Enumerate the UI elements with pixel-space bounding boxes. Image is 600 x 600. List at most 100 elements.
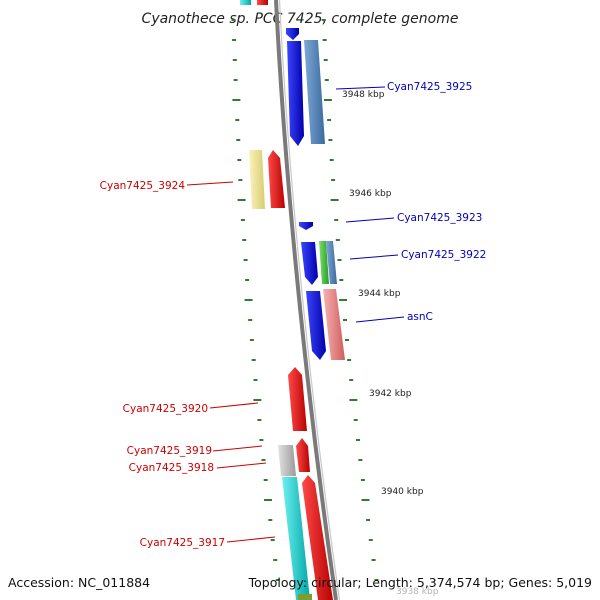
tick-dash-inner (244, 299, 253, 301)
gene-label-asnc: asnC (407, 311, 433, 323)
tick-dash-inner (236, 139, 241, 141)
gene-label-cyan7425-3917: Cyan7425_3917 (140, 537, 225, 549)
leader-cyan7425-3922 (349, 254, 399, 260)
gene-label-cyan7425-3918: Cyan7425_3918 (129, 462, 214, 474)
tick-dash-outer (343, 319, 347, 321)
tick-dash-outer (335, 239, 340, 241)
tick-dash-outer (339, 279, 344, 281)
tick-dash-outer (323, 59, 328, 61)
genome-summary-text: Topology: circular; Length: 5,374,574 bp… (248, 575, 592, 590)
tick-dash-inner (248, 319, 253, 321)
tick-dash-outer (353, 419, 358, 421)
tick-dash-outer (330, 199, 339, 201)
gene-cyan7425-3924 (268, 150, 285, 208)
tick-dash-inner (251, 359, 256, 361)
gene-cyan7425-3923 (299, 222, 313, 230)
gene-label-cyan7425-3919: Cyan7425_3919 (127, 445, 212, 457)
tick-dash-inner (237, 199, 246, 201)
leader-cyan7425-3919 (212, 445, 263, 452)
gene-cyan7425-3925 (287, 41, 304, 146)
tick-dash-inner (231, 19, 236, 21)
tick-dash-outer (366, 519, 371, 521)
tick-dash-inner (240, 219, 245, 221)
tick-dash-inner (270, 539, 275, 541)
gene-label-cyan7425-3923: Cyan7425_3923 (397, 212, 482, 224)
red-fragment (257, 0, 268, 5)
tick-dash-outer (328, 139, 333, 141)
tick-dash-outer (323, 99, 332, 101)
leader-cyan7425-3925 (335, 86, 386, 90)
tick-dash-outer (339, 299, 348, 301)
gene-label-cyan7425-3925: Cyan7425_3925 (387, 81, 472, 93)
leader-cyan7425-3924 (186, 181, 234, 186)
tick-dash-inner (237, 159, 242, 161)
feature-olive-fragment (298, 594, 312, 600)
tick-dash-inner (261, 459, 266, 461)
gene-label-cyan7425-3920: Cyan7425_3920 (123, 403, 208, 415)
tick-dash-inner (232, 99, 241, 101)
tick-dash-inner (232, 39, 237, 41)
feature-steelblue-3922 (326, 241, 337, 284)
tick-dash-inner (264, 499, 272, 501)
tick-dash-outer (347, 359, 352, 361)
gene-small-blue-top (286, 28, 299, 40)
tick-dash-inner (263, 479, 268, 481)
tick-dash-inner (253, 379, 258, 381)
tick-dash-outer (358, 459, 363, 461)
tick-dash-inner (259, 439, 264, 441)
tick-label-3942: 3942 kbp (369, 389, 412, 399)
tick-dash-outer (321, 19, 326, 21)
gene-cyan7425-3919 (296, 438, 310, 472)
tick-dash-inner (233, 79, 238, 81)
tick-dash-outer (349, 399, 358, 401)
tick-dash-outer (371, 559, 376, 561)
tick-dash-outer (374, 579, 379, 581)
gene-cyan7425-3917 (282, 477, 310, 600)
tick-dash-outer (334, 219, 339, 221)
tick-dash-outer (345, 339, 349, 341)
gene-features (249, 28, 345, 600)
feature-steelblue-3925 (304, 40, 325, 144)
feature-grey-3918 (278, 445, 296, 476)
tick-dash-inner (275, 579, 280, 581)
tick-dash-outer (324, 79, 329, 81)
gene-cyan7425-3922 (301, 242, 318, 285)
accession-text: Accession: NC_011884 (8, 575, 150, 590)
tick-dash-inner (257, 419, 262, 421)
tick-dash-outer (349, 379, 354, 381)
tick-dash-outer (368, 539, 373, 541)
gene-label-cyan7425-3924: Cyan7425_3924 (100, 180, 186, 192)
gene-cyan7425-3920 (288, 367, 307, 431)
tick-dash-outer (361, 499, 370, 501)
gene-label-cyan7425-3922: Cyan7425_3922 (401, 249, 486, 261)
gene-red-long-3917 (302, 475, 333, 600)
gene-asnc (306, 291, 326, 360)
top-edge-features (240, 0, 268, 5)
tick-dash-inner (268, 519, 273, 521)
tick-dash-inner (249, 339, 254, 341)
leader-asnc (355, 316, 405, 323)
tick-dash-inner (238, 179, 243, 181)
tick-dash-outer (327, 119, 332, 121)
tick-label-3948: 3948 kbp (342, 90, 385, 100)
cyan-fragment (240, 0, 251, 5)
tick-dash-inner (232, 59, 237, 61)
feature-green-3922 (319, 241, 329, 284)
leader-cyan7425-3920 (209, 402, 259, 409)
feature-pink-asnc (323, 289, 345, 360)
tick-dash-inner (273, 559, 278, 561)
tick-dash-outer (329, 159, 334, 161)
tick-dash-outer (356, 439, 360, 441)
tick-dash-inner (235, 119, 240, 121)
tick-dash-outer (331, 179, 336, 181)
tick-dash-inner (242, 239, 247, 241)
leader-cyan7425-3918 (216, 462, 267, 469)
tick-labels: 3948 kbp 3946 kbp 3944 kbp 3942 kbp 3940… (342, 90, 439, 597)
tick-marks (231, 19, 379, 581)
feature-pale-yellow-3924 (249, 150, 265, 209)
tick-label-3940: 3940 kbp (381, 487, 424, 497)
leader-cyan7425-3923 (345, 217, 395, 223)
label-leader-lines (186, 86, 405, 543)
gene-labels: Cyan7425_3925 Cyan7425_3923 Cyan7425_392… (100, 81, 487, 549)
